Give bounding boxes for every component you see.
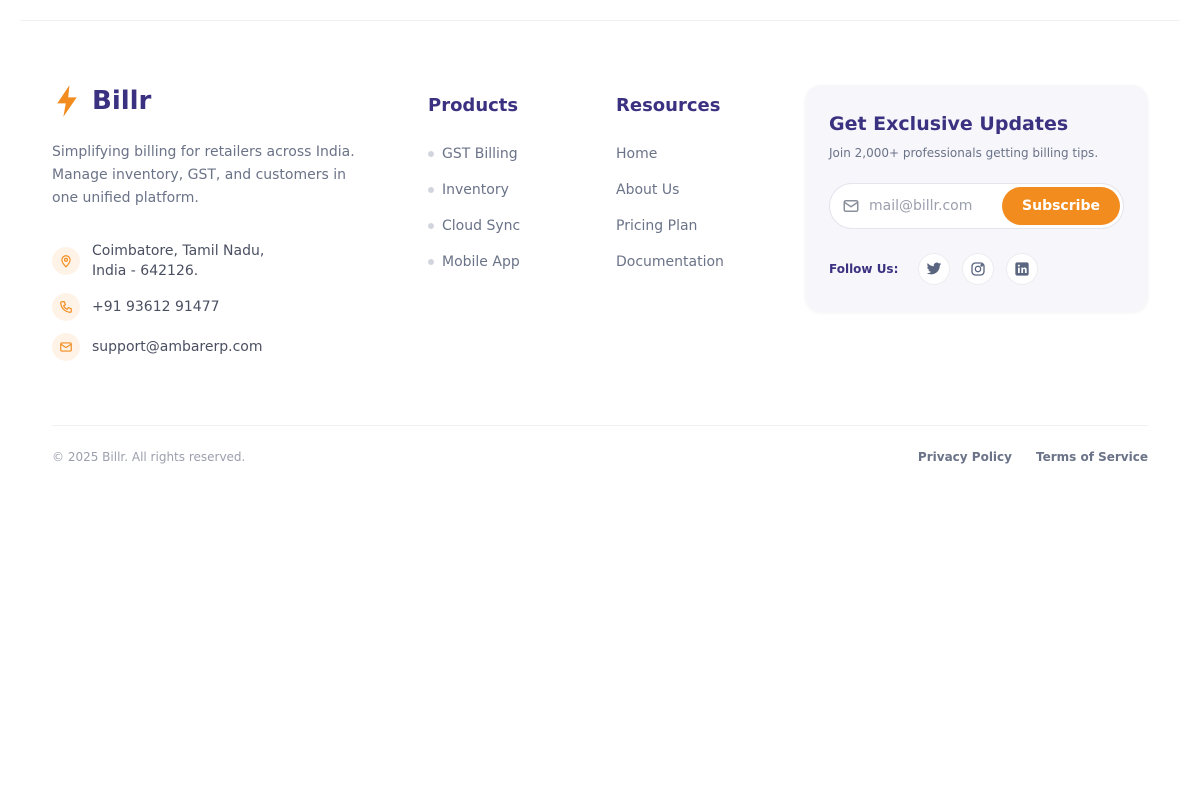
mail-icon [52,333,80,361]
contact-phone[interactable]: +91 93612 91477 [52,293,220,321]
bottom-divider [52,425,1148,426]
linkedin-icon[interactable] [1006,253,1039,285]
address-line-1: Coimbatore, Tamil Nadu, [92,243,265,259]
location-icon [52,247,80,275]
mail-icon [843,200,859,212]
newsletter-subtitle: Join 2,000+ professionals getting billin… [829,146,1099,160]
email-input[interactable] [869,198,1002,214]
link-gst-billing[interactable]: GST Billing [428,136,520,172]
bullet-icon [428,151,434,157]
subscribe-button[interactable]: Subscribe [1002,187,1120,225]
copyright: © 2025 Billr. All rights reserved. [52,450,246,464]
privacy-policy-link[interactable]: Privacy Policy [917,450,1012,464]
social-links: Follow Us: [829,253,1124,285]
legal-links: Privacy Policy Terms of Service [918,450,1148,464]
brand-name: Billr [92,86,152,116]
link-label: Mobile App [442,254,520,270]
terms-of-service-link[interactable]: Terms of Service [1035,450,1148,464]
link-pricing-plan[interactable]: Pricing Plan [616,218,698,234]
brand-description: Simplifying billing for retailers across… [52,144,355,206]
contact-address: Coimbatore, Tamil Nadu, India - 642126. [52,241,264,281]
follow-label: Follow Us: [829,262,899,276]
products-column: Products GST Billing Inventory Cloud Syn… [428,95,520,280]
products-title: Products [428,95,519,116]
address-line-2: India - 642126. [92,263,199,279]
resources-column: Resources Home About Us Pricing Plan Doc… [616,95,724,280]
resources-title: Resources [616,95,721,116]
link-label: Inventory [442,182,509,198]
lightning-icon [57,85,77,117]
newsletter-title: Get Exclusive Updates [829,113,1069,135]
link-label: GST Billing [442,146,518,162]
contact-email[interactable]: support@ambarerp.com [52,333,263,361]
subscribe-form: Subscribe [829,183,1124,229]
link-inventory[interactable]: Inventory [428,172,520,208]
bullet-icon [428,187,434,193]
link-documentation[interactable]: Documentation [616,254,724,270]
twitter-icon[interactable] [918,253,951,285]
link-home[interactable]: Home [616,146,658,162]
phone-icon [52,293,80,321]
brand-logo[interactable]: Billr [52,84,151,118]
link-about-us[interactable]: About Us [616,182,680,198]
link-cloud-sync[interactable]: Cloud Sync [428,208,520,244]
bullet-icon [428,259,434,265]
phone-number: +91 93612 91477 [92,299,220,315]
newsletter-card: Get Exclusive Updates Join 2,000+ profes… [805,85,1148,312]
link-label: Cloud Sync [442,218,521,234]
email-address: support@ambarerp.com [92,339,263,355]
link-mobile-app[interactable]: Mobile App [428,244,520,280]
top-divider [20,20,1180,21]
instagram-icon[interactable] [962,253,995,285]
bullet-icon [428,223,434,229]
